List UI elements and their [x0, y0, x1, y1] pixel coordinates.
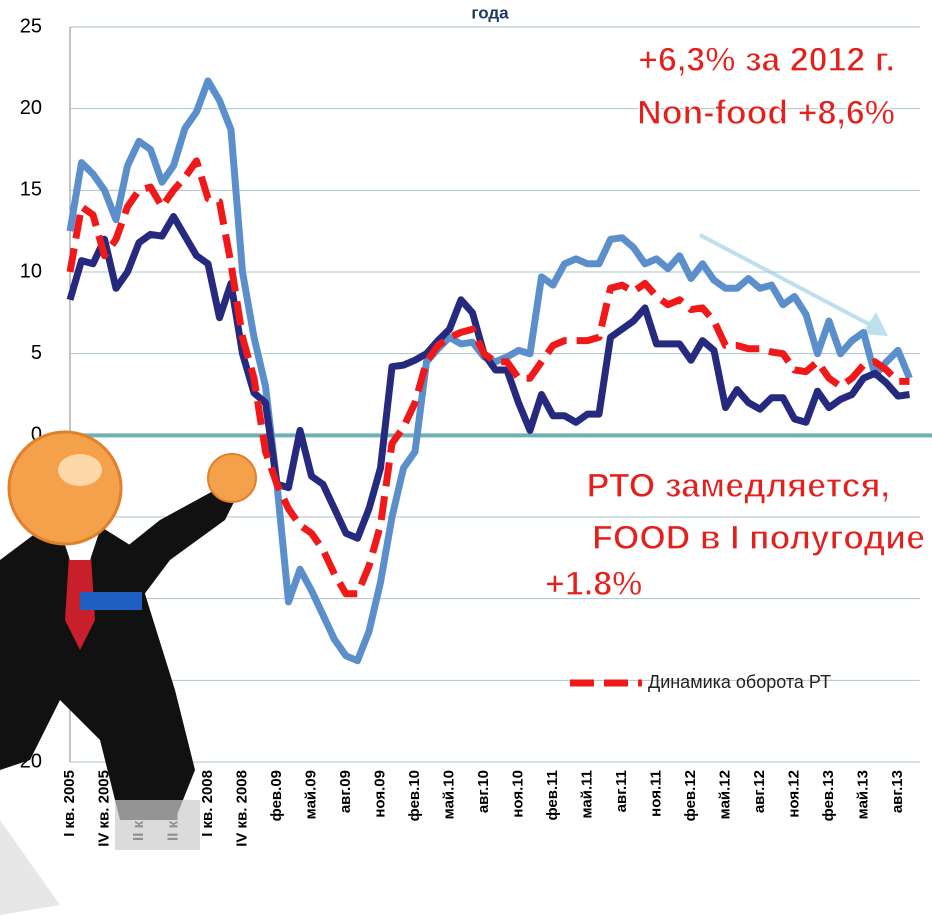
legend-label: Динамика оборота РТ — [648, 672, 831, 692]
x-tick-label: май.12 — [716, 770, 733, 819]
suit — [0, 520, 195, 820]
y-tick-label: 10 — [20, 260, 42, 282]
head — [7, 430, 123, 546]
x-tick-label: I кв. 2005 — [61, 770, 78, 837]
x-tick-label: IV кв. 2008 — [233, 770, 250, 847]
arm — [110, 490, 235, 600]
y-tick-label: 5 — [31, 342, 42, 364]
x-tick-label: ноя.12 — [785, 770, 802, 818]
trend-arrow — [699, 233, 881, 332]
x-tick-label: фев.13 — [820, 770, 837, 821]
annotation: +6,3% за 2012 г. — [638, 41, 895, 79]
grid — [55, 26, 932, 763]
annotation: FOOD в I полугодие — [592, 519, 925, 557]
series-line — [66, 157, 910, 598]
hand — [207, 453, 257, 503]
x-tick-label: май.10 — [440, 770, 457, 819]
y-tick-label: 0 — [31, 424, 42, 446]
y-tick-label: 20 — [20, 97, 42, 119]
x-tick-label: ноя.11 — [647, 770, 664, 817]
series-line — [66, 77, 913, 665]
trend-arrow-head — [862, 312, 888, 336]
x-tick-label: авг.09 — [337, 770, 354, 813]
head-shine — [58, 454, 102, 486]
x-tick-label: I кв. 2008 — [199, 770, 216, 837]
y-tick-label: 15 — [20, 179, 42, 201]
chart-title: года — [471, 3, 509, 22]
annotation: +1.8% — [545, 565, 642, 603]
x-tick-label: авг.13 — [889, 770, 906, 813]
x-tick-label: авг.11 — [613, 770, 630, 812]
x-tick-label: фев.10 — [406, 770, 423, 821]
x-tick-label: май.09 — [302, 770, 319, 819]
x-tick-label: фев.12 — [682, 770, 699, 821]
x-tick-label: фев.09 — [268, 770, 285, 821]
shadow — [0, 820, 60, 915]
x-tick-label: ноя.09 — [371, 770, 388, 818]
annotation: Non-food +8,6% — [637, 94, 895, 132]
pedestal — [115, 800, 200, 850]
x-tick-label: май.11 — [578, 770, 595, 819]
x-tick-label: ноя.10 — [509, 770, 526, 818]
x-tick-label: IV кв. 2005 — [95, 770, 112, 847]
x-tick-label: май.13 — [854, 770, 871, 819]
x-tick-label: авг.10 — [475, 770, 492, 813]
x-tick-label: авг.12 — [751, 770, 768, 813]
y-tick-label: 25 — [20, 15, 42, 37]
badge — [80, 592, 142, 610]
x-tick-label: фев.11 — [544, 770, 561, 821]
annotation: РТО замедляется, — [587, 467, 890, 505]
cartoon-figure — [0, 430, 257, 915]
